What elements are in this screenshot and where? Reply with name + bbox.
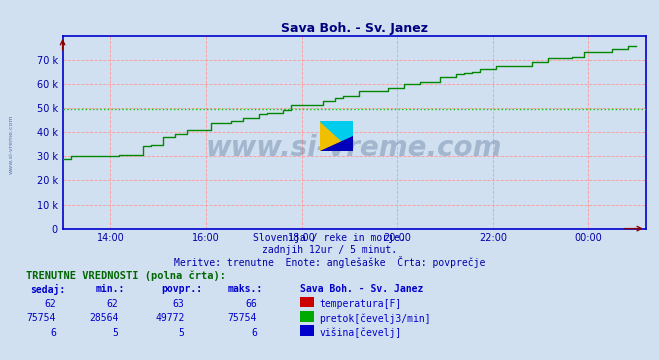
Text: temperatura[F]: temperatura[F] [320, 299, 402, 309]
Text: Sava Boh. - Sv. Janez: Sava Boh. - Sv. Janez [300, 284, 423, 294]
Text: 62: 62 [107, 299, 119, 309]
Text: 75754: 75754 [26, 313, 56, 323]
Text: 75754: 75754 [227, 313, 257, 323]
Text: 28564: 28564 [89, 313, 119, 323]
Text: min.:: min.: [96, 284, 125, 294]
Text: TRENUTNE VREDNOSTI (polna črta):: TRENUTNE VREDNOSTI (polna črta): [26, 271, 226, 281]
Text: 66: 66 [245, 299, 257, 309]
Text: www.si-vreme.com: www.si-vreme.com [206, 134, 502, 162]
Text: Slovenija / reke in morje.: Slovenija / reke in morje. [253, 233, 406, 243]
Text: 5: 5 [113, 328, 119, 338]
Text: www.si-vreme.com: www.si-vreme.com [9, 114, 14, 174]
Text: zadnjih 12ur / 5 minut.: zadnjih 12ur / 5 minut. [262, 245, 397, 255]
Text: 62: 62 [44, 299, 56, 309]
Text: višina[čevelj]: višina[čevelj] [320, 328, 402, 338]
Title: Sava Boh. - Sv. Janez: Sava Boh. - Sv. Janez [281, 22, 428, 35]
Polygon shape [320, 136, 353, 151]
Text: 5: 5 [179, 328, 185, 338]
Text: povpr.:: povpr.: [161, 284, 202, 294]
Text: 6: 6 [251, 328, 257, 338]
Text: 49772: 49772 [155, 313, 185, 323]
Text: 6: 6 [50, 328, 56, 338]
Text: sedaj:: sedaj: [30, 284, 65, 296]
Polygon shape [320, 121, 353, 151]
Text: 63: 63 [173, 299, 185, 309]
Text: Meritve: trenutne  Enote: anglešaške  Črta: povprečje: Meritve: trenutne Enote: anglešaške Črta… [174, 256, 485, 268]
Text: pretok[čevelj3/min]: pretok[čevelj3/min] [320, 313, 431, 324]
Text: maks.:: maks.: [227, 284, 262, 294]
